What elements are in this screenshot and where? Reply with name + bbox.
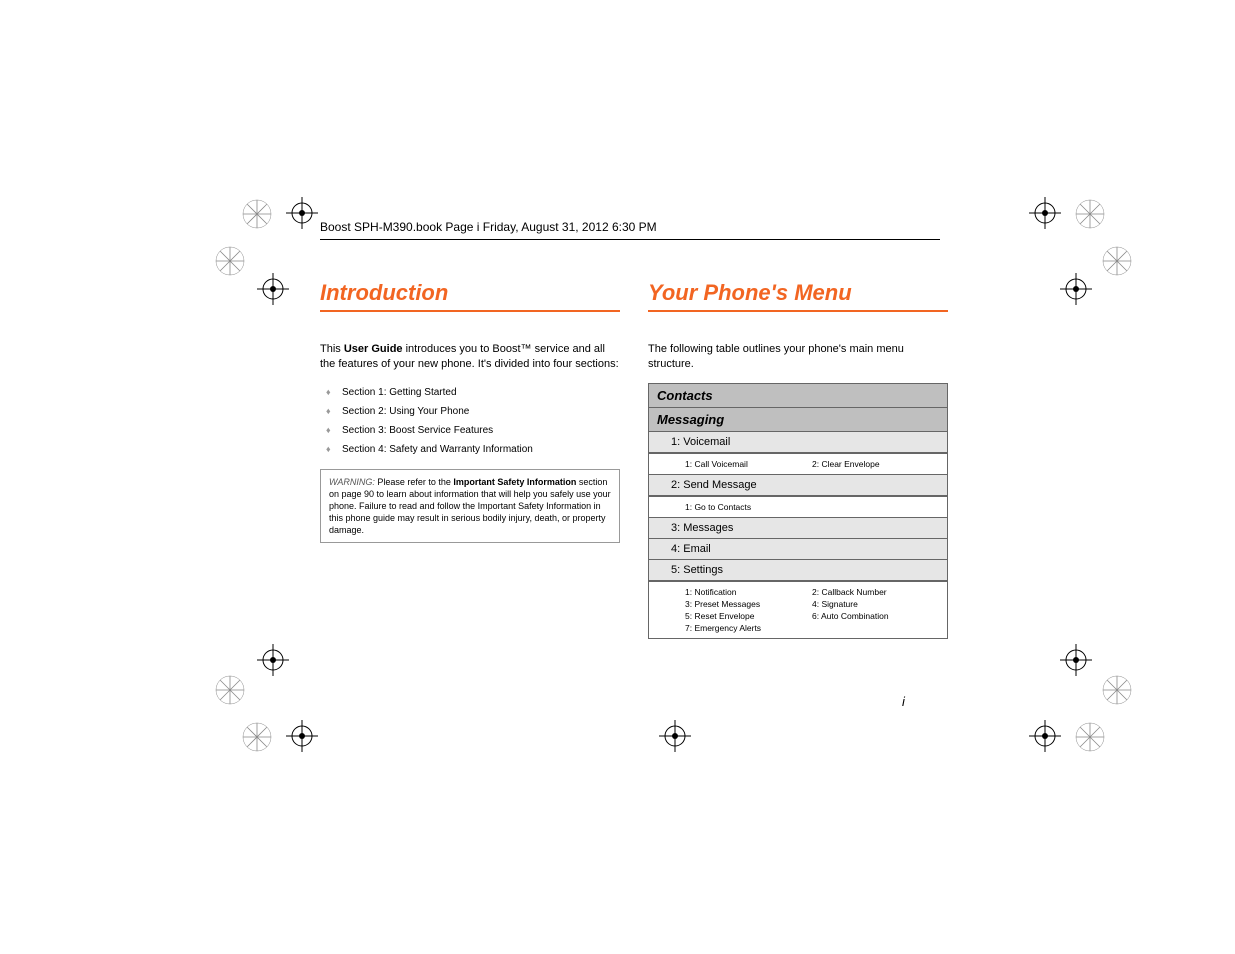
crosshair-icon	[286, 720, 318, 752]
page-number: i	[902, 694, 905, 709]
table-cell: 4: Signature	[812, 598, 939, 610]
starburst-icon	[1075, 199, 1105, 229]
list-item: Section 2: Using Your Phone	[320, 402, 620, 421]
table-cell: 6: Auto Combination	[812, 610, 939, 622]
right-column: Your Phone's Menu The following table ou…	[648, 280, 948, 639]
crosshair-icon	[659, 720, 691, 752]
starburst-icon	[215, 675, 245, 705]
list-item: Section 4: Safety and Warranty Informati…	[320, 440, 620, 459]
crosshair-icon	[257, 273, 289, 305]
table-row-settings: 5: Settings	[649, 560, 947, 582]
table-cell: 1: Go to Contacts	[685, 501, 812, 513]
left-column: Introduction This User Guide introduces …	[320, 280, 620, 639]
table-header-messaging: Messaging	[649, 408, 947, 432]
starburst-icon	[1102, 246, 1132, 276]
intro-paragraph: This User Guide introduces you to Boost™…	[320, 342, 620, 373]
table-row-email: 4: Email	[649, 539, 947, 560]
crosshair-icon	[286, 197, 318, 229]
text: Please refer to the	[375, 477, 454, 487]
table-cell: 1: Call Voicemail	[685, 458, 812, 470]
title-underline	[648, 310, 948, 312]
table-cell: 7: Emergency Alerts	[685, 622, 812, 634]
text-bold: Important Safety Information	[453, 477, 576, 487]
starburst-icon	[215, 246, 245, 276]
text: This	[320, 343, 344, 355]
title-underline	[320, 310, 620, 312]
menu-table: Contacts Messaging 1: Voicemail 1: Call …	[648, 383, 948, 639]
list-item: Section 1: Getting Started	[320, 383, 620, 402]
starburst-icon	[1075, 722, 1105, 752]
table-cell: 2: Callback Number	[812, 586, 939, 598]
table-subitems: 1: Call Voicemail 2: Clear Envelope	[649, 454, 947, 475]
table-subitems: 1: Go to Contacts	[649, 497, 947, 518]
starburst-icon	[242, 722, 272, 752]
crosshair-icon	[1029, 197, 1061, 229]
table-subitems: 1: Notification 2: Callback Number 3: Pr…	[649, 582, 947, 638]
menu-intro: The following table outlines your phone'…	[648, 342, 948, 373]
table-row-send-message: 2: Send Message	[649, 475, 947, 497]
crosshair-icon	[1029, 720, 1061, 752]
table-cell: 3: Preset Messages	[685, 598, 812, 610]
page-header-text: Boost SPH-M390.book Page i Friday, Augus…	[320, 220, 657, 234]
section-title-menu: Your Phone's Menu	[648, 280, 948, 306]
table-cell: 1: Notification	[685, 586, 812, 598]
table-header-contacts: Contacts	[649, 384, 947, 408]
warning-box: WARNING: Please refer to the Important S…	[320, 469, 620, 544]
warning-label: WARNING:	[329, 477, 375, 487]
crosshair-icon	[1060, 644, 1092, 676]
crosshair-icon	[1060, 273, 1092, 305]
list-item: Section 3: Boost Service Features	[320, 421, 620, 440]
section-title-introduction: Introduction	[320, 280, 620, 306]
table-row-voicemail: 1: Voicemail	[649, 432, 947, 454]
section-list: Section 1: Getting Started Section 2: Us…	[320, 383, 620, 459]
text-bold: User Guide	[344, 343, 403, 355]
table-row-messages: 3: Messages	[649, 518, 947, 539]
starburst-icon	[1102, 675, 1132, 705]
table-cell: 2: Clear Envelope	[812, 458, 939, 470]
table-cell: 5: Reset Envelope	[685, 610, 812, 622]
header-rule	[320, 239, 940, 240]
crosshair-icon	[257, 644, 289, 676]
starburst-icon	[242, 199, 272, 229]
